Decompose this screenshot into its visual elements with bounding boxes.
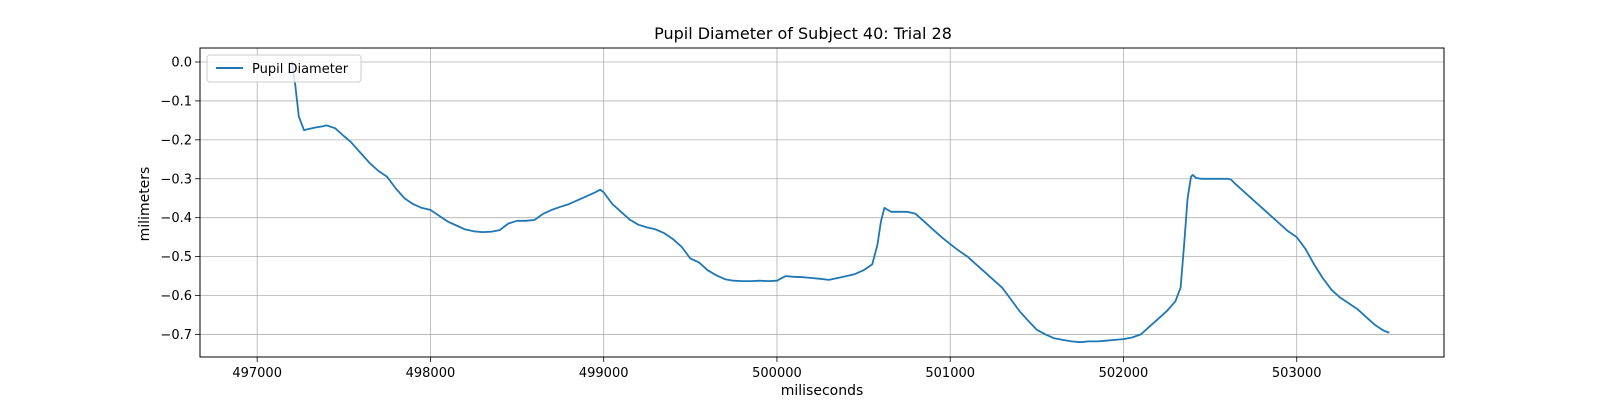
chart-title: Pupil Diameter of Subject 40: Trial 28 xyxy=(654,24,952,43)
x-tick-label: 503000 xyxy=(1272,366,1322,381)
x-axis: 497000 498000 499000 500000 501000 502000 5030… xyxy=(232,357,1322,381)
y-tick-label: −0.4 xyxy=(160,211,192,226)
axes-frame xyxy=(199,47,1445,358)
y-tick-label: −0.5 xyxy=(160,250,192,265)
y-axis-label: milimeters xyxy=(137,167,153,242)
x-tick-label: 497000 xyxy=(232,366,282,381)
x-tick-label: 498000 xyxy=(406,366,456,381)
y-axis: 0.0 −0.1 −0.2 −0.3 −0.4 −0.5 −0.6 −0.7 xyxy=(160,56,200,343)
x-tick-label: 502000 xyxy=(1099,366,1149,381)
x-tick-label: 500000 xyxy=(752,366,802,381)
y-tick-label: 0.0 xyxy=(171,56,192,71)
grid xyxy=(200,48,1444,357)
series-line-pupil-diameter xyxy=(290,61,1390,344)
x-tick-label: 501000 xyxy=(925,366,975,381)
y-tick-label: −0.6 xyxy=(160,289,192,304)
y-tick-label: −0.2 xyxy=(160,133,192,148)
y-tick-label: −0.7 xyxy=(160,328,192,343)
legend-box xyxy=(206,54,362,83)
x-tick-label: 499000 xyxy=(579,366,629,381)
y-tick-label: −0.3 xyxy=(160,172,192,187)
y-tick-label: −0.1 xyxy=(160,94,192,109)
plot-area xyxy=(290,61,1390,344)
legend-label-pupil-diameter: Pupil Diameter xyxy=(252,62,349,77)
legend: Pupil Diameter xyxy=(206,54,362,83)
x-axis-label: miliseconds xyxy=(781,383,864,399)
